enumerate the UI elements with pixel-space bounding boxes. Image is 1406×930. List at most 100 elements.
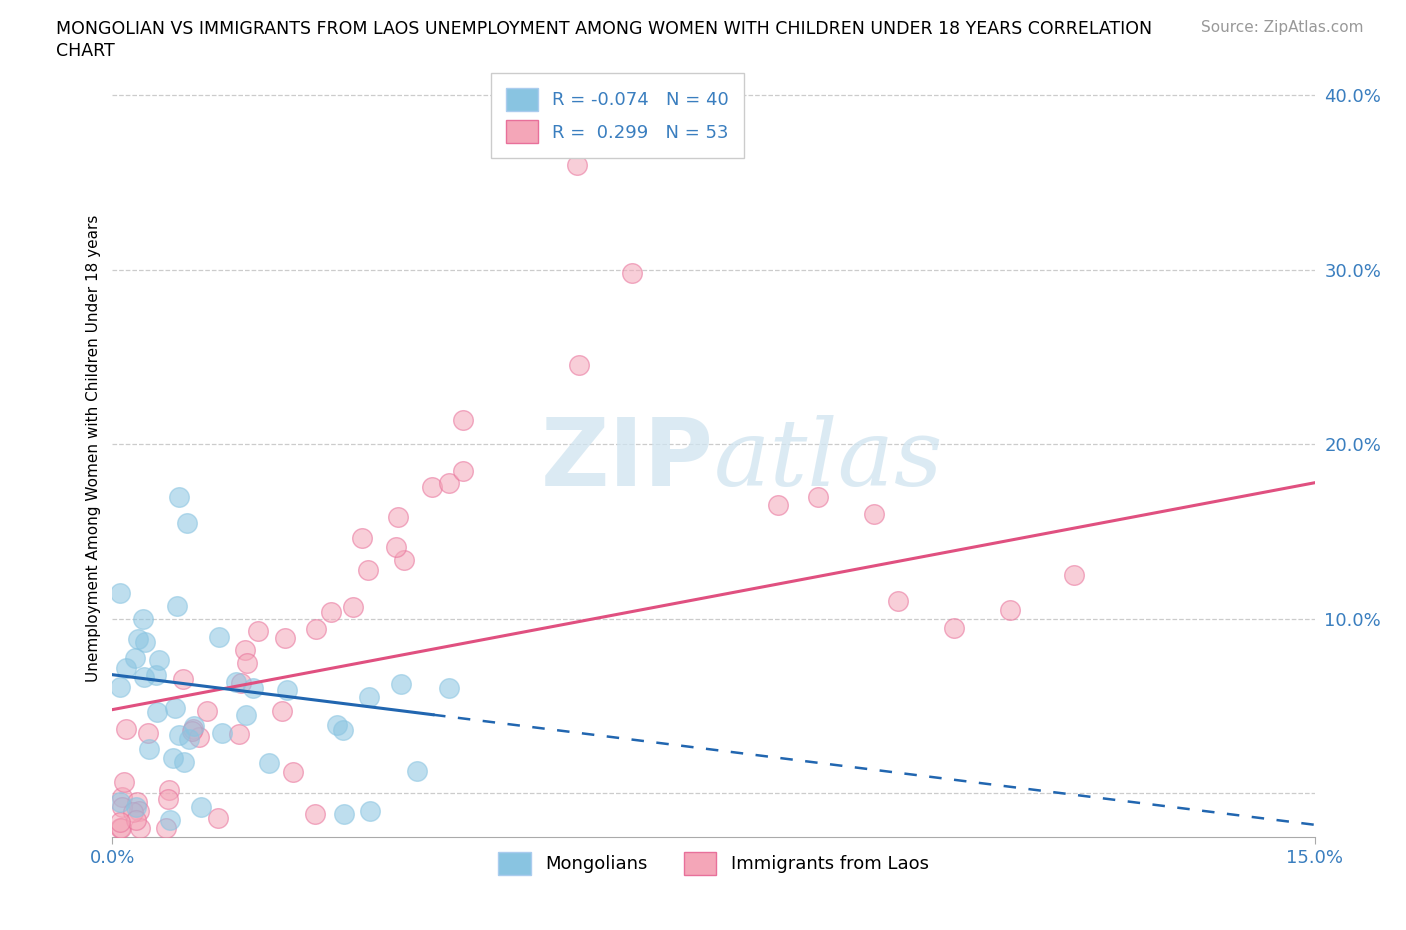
Point (451, 412, 474, 427)
Point (208, 629, 231, 644)
Point (111, 790, 134, 804)
Point (159, 812, 181, 827)
Y-axis label: Unemployment Among Women with Children Under 18 years: Unemployment Among Women with Children U… (86, 215, 101, 683)
Point (190, 800, 212, 815)
Point (225, 674, 247, 689)
Point (110, 794, 132, 809)
Text: CHART: CHART (56, 42, 115, 60)
Point (148, 653, 170, 668)
Point (188, 729, 211, 744)
Point (998, 603, 1021, 618)
Text: Source: ZipAtlas.com: Source: ZipAtlas.com (1201, 20, 1364, 35)
Point (326, 717, 349, 732)
Point (807, 489, 830, 504)
Point (110, 821, 132, 836)
Point (110, 815, 132, 830)
Point (127, 794, 149, 809)
Point (167, 727, 190, 742)
Point (112, 775, 135, 790)
Point (235, 708, 257, 723)
Point (357, 689, 380, 704)
Point (567, 158, 589, 173)
Point (121, 804, 143, 819)
Point (247, 624, 270, 639)
Point (304, 807, 326, 822)
Point (172, 671, 194, 686)
Point (350, 530, 373, 545)
Text: ZIP: ZIP (541, 415, 714, 506)
Point (887, 594, 910, 609)
Point (437, 681, 460, 696)
Point (128, 804, 150, 818)
Point (568, 358, 591, 373)
Point (124, 813, 146, 828)
Text: MONGOLIAN VS IMMIGRANTS FROM LAOS UNEMPLOYMENT AMONG WOMEN WITH CHILDREN UNDER 1: MONGOLIAN VS IMMIGRANTS FROM LAOS UNEMPL… (56, 20, 1153, 38)
Point (136, 726, 159, 741)
Point (138, 741, 160, 756)
Point (124, 800, 146, 815)
Point (387, 510, 409, 525)
Point (134, 634, 156, 649)
Point (181, 721, 204, 736)
Point (242, 680, 264, 695)
Point (157, 783, 180, 798)
Point (357, 563, 380, 578)
Point (177, 731, 200, 746)
Point (453, 464, 475, 479)
Point (274, 631, 297, 645)
Point (110, 585, 132, 600)
Point (211, 725, 233, 740)
Point (127, 631, 149, 646)
Point (173, 754, 195, 769)
Point (146, 704, 169, 719)
Point (236, 656, 259, 671)
Point (257, 756, 280, 771)
Point (129, 821, 152, 836)
Point (1063, 568, 1085, 583)
Text: atlas: atlas (714, 416, 943, 505)
Point (183, 718, 205, 733)
Point (385, 540, 408, 555)
Point (342, 600, 364, 615)
Point (406, 764, 429, 778)
Point (195, 704, 218, 719)
Point (766, 498, 789, 512)
Point (233, 643, 256, 658)
Point (180, 724, 202, 739)
Point (305, 622, 328, 637)
Point (115, 660, 138, 675)
Point (145, 668, 167, 683)
Point (332, 807, 354, 822)
Point (110, 821, 132, 836)
Point (276, 683, 298, 698)
Point (124, 651, 146, 666)
Point (176, 515, 198, 530)
Point (110, 800, 132, 815)
Point (228, 726, 250, 741)
Point (166, 599, 188, 614)
Point (863, 507, 886, 522)
Point (155, 821, 177, 836)
Point (163, 700, 186, 715)
Point (389, 677, 412, 692)
Point (115, 722, 138, 737)
Point (392, 552, 415, 567)
Point (229, 675, 252, 690)
Point (359, 804, 381, 818)
Point (156, 791, 179, 806)
Point (620, 265, 643, 280)
Point (169, 489, 191, 504)
Point (110, 680, 132, 695)
Point (943, 620, 966, 635)
Point (420, 480, 443, 495)
Point (319, 605, 342, 620)
Point (332, 723, 354, 737)
Point (162, 751, 184, 765)
Point (207, 811, 229, 826)
Point (437, 475, 460, 490)
Point (131, 611, 153, 626)
Point (270, 703, 292, 718)
Point (132, 670, 155, 684)
Point (283, 764, 305, 779)
Legend: Mongolians, Immigrants from Laos: Mongolians, Immigrants from Laos (491, 844, 936, 883)
